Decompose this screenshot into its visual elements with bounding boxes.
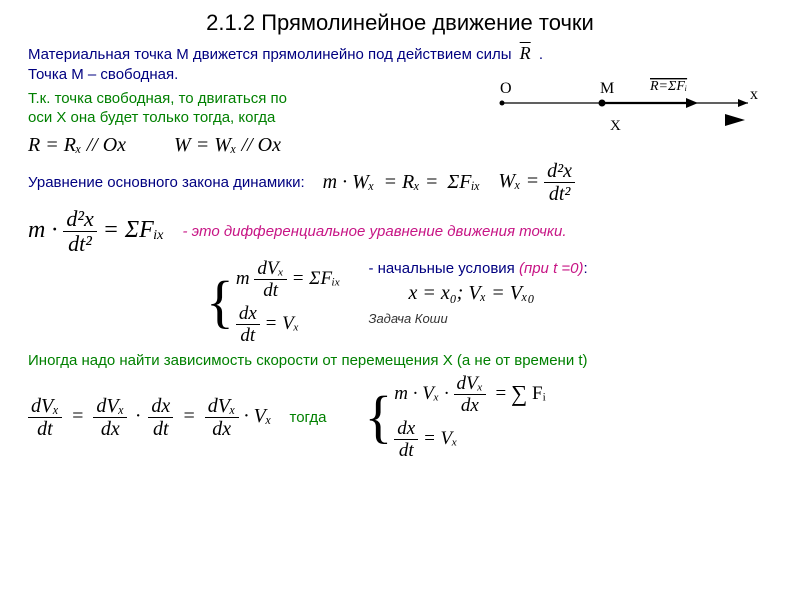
diff-note: - это дифференциальное уравнение движени… <box>182 222 566 242</box>
s1e2n: dx <box>236 304 260 325</box>
s1e2-rhs: = Vₓ <box>265 313 300 334</box>
wx-num: d²x <box>544 161 575 183</box>
main-num: d²x <box>63 208 96 232</box>
s1e1d: dt <box>254 280 287 300</box>
cdot1: · <box>135 405 140 427</box>
diag-x: x <box>750 86 758 103</box>
then-label: тогда <box>290 408 327 428</box>
s1e1n: dVₓ <box>254 259 287 280</box>
main-pre: m · <box>28 217 57 243</box>
formula-r-ox: R = Rₓ // Ox <box>28 134 126 157</box>
brace-icon: { <box>206 259 236 345</box>
formula-w-ox: W = Wₓ // Ox <box>174 134 281 157</box>
s2e1n: dVₓ <box>454 374 487 395</box>
s2e2n: dx <box>394 419 418 440</box>
cond-l1: Т.к. точка свободная, то двигаться по <box>28 90 287 107</box>
dyn-eq1: m · Wₓ = Rₓ = ΣFᵢₓ <box>323 171 481 194</box>
motion-diagram: O M R=ΣFᵢ x X <box>490 75 770 135</box>
system-2: { m · Vₓ · dVₓ dx = ∑ Fᵢ dx dt = Vₓ <box>364 374 545 460</box>
intro-force: R <box>520 43 531 63</box>
diag-o: O <box>500 80 512 97</box>
c1d: dt <box>28 418 62 439</box>
s2e1d: dx <box>454 395 487 415</box>
sys1-eq1: m dVₓ dt = ΣFᵢₓ <box>236 259 341 300</box>
brace2-icon: { <box>364 374 394 460</box>
dyn-law-label: Уравнение основного закона динамики: <box>28 173 305 193</box>
s2e1-pre: m · Vₓ · <box>394 383 448 404</box>
ic-it: (при t =0) <box>519 260 584 277</box>
intro-suffix: . <box>539 46 543 63</box>
diagram-svg: O M R=ΣFᵢ x X <box>490 75 770 145</box>
sys2-eq2: dx dt = Vₓ <box>394 419 545 460</box>
main-rhs: = ΣFᵢₓ <box>103 217 165 243</box>
wx-den: dt² <box>544 183 575 204</box>
s1e1-rhs: = ΣFᵢₓ <box>292 268 341 289</box>
init-vals: x = x₀; Vₓ = Vₓ₀ <box>408 282 587 305</box>
intro-prefix: Материальная точка М движется прямолиней… <box>28 46 512 63</box>
ceq1: = <box>71 405 85 427</box>
s2e2d: dt <box>394 440 418 460</box>
s1e2d: dt <box>236 325 260 345</box>
main-diff-eq: m · d²x dt² = ΣFᵢₓ <box>28 208 164 255</box>
dyn-eq2: Wₓ = d²x dt² <box>498 161 575 204</box>
dyn-eq1-lhs: m · Wₓ <box>323 171 375 193</box>
intro-line1: Материальная точка М движется прямолиней… <box>28 42 772 65</box>
diag-m: M <box>600 80 614 97</box>
s1e1-pre: m <box>236 268 250 289</box>
main-den: dt² <box>63 232 96 255</box>
sys2-eq1: m · Vₓ · dVₓ dx = ∑ Fᵢ <box>394 374 545 415</box>
c1n: dVₓ <box>28 396 62 418</box>
sys1-eq2: dx dt = Vₓ <box>236 304 341 345</box>
diag-req: R=ΣFᵢ <box>649 79 687 94</box>
s2e2-rhs: = Vₓ <box>423 428 458 449</box>
system-1: { m dVₓ dt = ΣFᵢₓ dx dt = Vₓ <box>206 259 340 345</box>
c4d: dx <box>205 418 239 439</box>
diag-xs: X <box>610 118 621 134</box>
cauchy-task: Задача Коши <box>368 311 587 326</box>
c4n: dVₓ <box>205 396 239 418</box>
c2d: dx <box>93 418 127 439</box>
ctail: · Vₓ <box>244 405 272 427</box>
cond-text: Т.к. точка свободная, то двигаться по ос… <box>28 89 368 128</box>
ceq2: = <box>182 405 196 427</box>
chain-rule: dVₓdt = dVₓdx · dxdt = dVₓdx · Vₓ <box>28 396 272 439</box>
c3d: dt <box>148 418 173 439</box>
sometimes-line: Иногда надо найти зависимость скорости о… <box>28 351 772 371</box>
section-title: 2.1.2 Прямолинейное движение точки <box>28 10 772 36</box>
dyn-eq2-lhs: Wₓ = <box>498 170 539 192</box>
ic-colon: : <box>584 260 588 277</box>
c3n: dx <box>148 396 173 418</box>
ic-pre: - начальные условия <box>368 260 514 277</box>
c2n: dVₓ <box>93 396 127 418</box>
dyn-eq1-mid: = Rₓ = <box>383 171 438 193</box>
init-cond: - начальные условия (при t =0): <box>368 259 587 279</box>
cond-l2: оси Х она будет только тогда, когда <box>28 109 275 126</box>
dyn-eq1-rhs: ΣFᵢₓ <box>447 171 480 193</box>
